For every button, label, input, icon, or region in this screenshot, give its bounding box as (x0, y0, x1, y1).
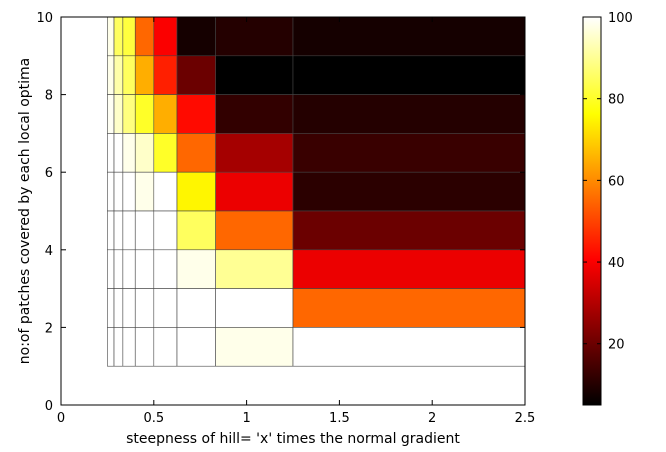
plot-frame (60, 16, 526, 406)
heatmap-cell (107, 249, 115, 289)
colorbar-tick-label: 60 (608, 174, 625, 189)
heatmap-cell (134, 171, 155, 212)
y-axis-ticks: 0 2 4 6 8 10 (36, 11, 525, 414)
heatmap-cell (122, 55, 136, 95)
heatmap-cell (134, 249, 155, 289)
heatmap-cell (107, 94, 115, 134)
heatmap-cell (153, 249, 178, 289)
heatmap-cell (292, 327, 526, 367)
heatmap-cell (134, 94, 155, 134)
heatmap-cell (134, 210, 155, 251)
x-axis-label: steepness of hill= 'x' times the normal … (126, 431, 460, 447)
heatmap-cell (292, 249, 526, 289)
heatmap-cell (215, 55, 294, 95)
heatmap-cell (176, 133, 216, 173)
heatmap-cell (176, 16, 216, 57)
x-axis-ticks: 0 0.5 1 1.5 2 2.5 (57, 17, 535, 426)
heatmap-cell (107, 288, 115, 328)
heatmap-cell (107, 133, 115, 173)
x-tick-label: 1 (242, 411, 250, 426)
heatmap-cell (176, 171, 216, 212)
heatmap-cell (113, 133, 124, 173)
heatmap-cell (122, 288, 136, 328)
colorbar (582, 16, 602, 406)
heatmap-cell (292, 133, 526, 173)
heatmap-cell (107, 55, 115, 95)
heatmap-cell (122, 133, 136, 173)
colorbar-tick-label: 80 (608, 93, 625, 108)
y-axis-label: no:of patches covered by each local opti… (17, 58, 33, 365)
heatmap-cell (215, 249, 294, 289)
heatmap-cell (153, 210, 178, 251)
heatmap-cell (113, 288, 124, 328)
heatmap-cell (292, 16, 526, 57)
y-tick-label: 10 (36, 11, 53, 26)
heatmap-cell (292, 210, 526, 251)
x-tick-label: 0 (57, 411, 65, 426)
heatmap-cell (134, 55, 155, 95)
heatmap-cell (215, 16, 294, 57)
heatmap-cell (176, 288, 216, 328)
heatmap-cell (215, 327, 294, 367)
x-tick-label: 2 (428, 411, 436, 426)
heatmap-cell (153, 171, 178, 212)
heatmap-cell (176, 327, 216, 367)
heatmap-cell (113, 210, 124, 251)
heatmap-cell (176, 55, 216, 95)
colorbar-ticks: 20 40 60 80 100 (583, 11, 633, 353)
heatmap-cells (107, 16, 526, 367)
heatmap-cell (292, 288, 526, 328)
heatmap-cell (176, 249, 216, 289)
heatmap-cell (107, 16, 115, 57)
y-tick-label: 4 (45, 244, 53, 259)
heatmap-cell (215, 133, 294, 173)
colorbar-tick-label: 100 (608, 11, 633, 26)
heatmap-cell (176, 94, 216, 134)
heatmap-cell (113, 55, 124, 95)
heatmap-cell (134, 327, 155, 367)
heatmap-cell (153, 327, 178, 367)
heatmap-cell (134, 133, 155, 173)
heatmap-cell (113, 16, 124, 57)
heatmap-cell (215, 94, 294, 134)
heatmap-cell (122, 210, 136, 251)
heatmap-cell (215, 210, 294, 251)
y-tick-label: 8 (45, 89, 53, 104)
x-tick-label: 2.5 (515, 411, 536, 426)
heatmap-cell (292, 55, 526, 95)
heatmap-cell (215, 171, 294, 212)
heatmap-cell (215, 288, 294, 328)
heatmap-cell (122, 249, 136, 289)
heatmap-cell (122, 171, 136, 212)
heatmap-cell (107, 171, 115, 212)
y-tick-label: 0 (45, 399, 53, 414)
heatmap-cell (153, 133, 178, 173)
y-tick-label: 2 (45, 321, 53, 336)
x-tick-label: 1.5 (329, 411, 350, 426)
heatmap-cell (176, 210, 216, 251)
heatmap-cell (292, 171, 526, 212)
heatmap-cell (107, 210, 115, 251)
heatmap-cell (113, 171, 124, 212)
heatmap-cell (292, 94, 526, 134)
heatmap-cell (153, 94, 178, 134)
heatmap-cell (153, 55, 178, 95)
colorbar-tick-label: 40 (608, 256, 625, 271)
heatmap-cell (107, 327, 115, 367)
heatmap-cell (153, 288, 178, 328)
heatmap-cell (153, 16, 178, 57)
heatmap-cell (134, 16, 155, 57)
heatmap-cell (134, 288, 155, 328)
heatmap-cell (113, 249, 124, 289)
heatmap-cell (122, 94, 136, 134)
y-tick-label: 6 (45, 166, 53, 181)
heatmap-cell (122, 327, 136, 367)
heatmap-cell (122, 16, 136, 57)
x-tick-label: 0.5 (143, 411, 164, 426)
heatmap-cell (113, 327, 124, 367)
heatmap-cell (113, 94, 124, 134)
colorbar-tick-label: 20 (608, 338, 625, 353)
